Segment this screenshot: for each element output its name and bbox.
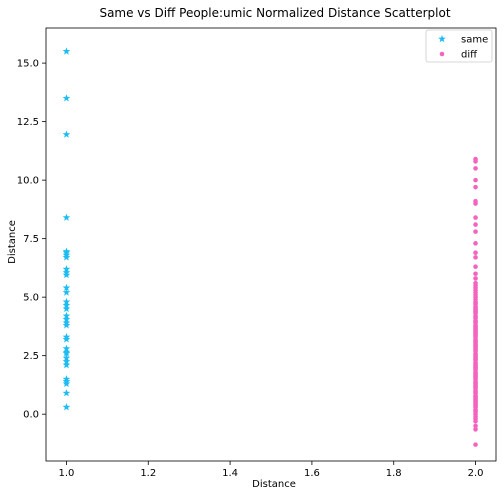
data-point-same	[62, 270, 71, 279]
data-point-diff	[473, 250, 478, 255]
y-tick-label: 7.5	[23, 234, 39, 245]
plot-frame	[45, 27, 497, 462]
y-tick-label: 15.0	[17, 59, 39, 70]
data-point-same	[62, 349, 71, 357]
data-point-diff	[473, 423, 478, 429]
data-point-same	[62, 335, 71, 343]
data-point-same	[62, 94, 71, 102]
y-tick-label: 12.5	[17, 117, 39, 128]
x-tick-label: 1.8	[386, 468, 402, 479]
data-point-diff	[473, 401, 478, 406]
data-point-diff	[473, 345, 478, 350]
data-point-diff	[473, 310, 478, 315]
y-axis: 0.0 2.5 5.0 7.5 10.0 12.5 15.0	[17, 59, 46, 421]
data-point-diff	[473, 382, 478, 388]
data-point-diff	[473, 215, 478, 220]
legend-marker-diff	[439, 51, 445, 57]
data-point-diff	[473, 222, 478, 227]
data-point-same	[62, 389, 71, 397]
data-point-diff	[473, 396, 478, 402]
data-point-same	[62, 361, 71, 369]
y-tick-label: 0.0	[23, 410, 39, 421]
data-point-diff	[473, 354, 478, 360]
data-point-same	[62, 321, 71, 329]
x-tick-label: 1.4	[222, 468, 238, 479]
data-point-diff	[473, 276, 478, 281]
data-point-diff	[473, 271, 478, 277]
data-point-diff	[473, 331, 478, 336]
data-point-diff	[473, 201, 478, 206]
data-point-diff	[473, 305, 478, 310]
data-point-diff	[473, 264, 478, 270]
legend: same diff	[425, 29, 493, 63]
y-tick-label: 5.0	[23, 293, 39, 304]
y-axis-label: Distance	[7, 220, 18, 264]
y-tick-label: 10.0	[17, 176, 39, 187]
data-point-diff	[473, 442, 478, 447]
data-point-diff	[473, 373, 478, 378]
data-point-same	[62, 379, 71, 387]
data-point-diff	[473, 427, 478, 432]
x-axis: 1.0 1.2 1.4 1.6 1.8 2.0	[59, 461, 484, 479]
data-point-same	[62, 403, 71, 411]
y-tick-label: 2.5	[23, 351, 39, 362]
x-axis-label: Distance	[252, 479, 296, 490]
data-point-diff	[473, 159, 478, 164]
x-tick-label: 1.6	[304, 468, 320, 479]
data-point-same	[62, 304, 71, 313]
data-point-same	[62, 47, 71, 55]
legend-label-diff: diff	[461, 50, 478, 61]
legend-marker-same	[438, 35, 446, 43]
data-point-diff	[473, 255, 478, 260]
x-tick-label: 1.2	[140, 468, 156, 479]
data-point-same	[62, 213, 71, 221]
data-point-diff	[473, 340, 478, 346]
chart-title: Same vs Diff People:umic Normalized Dist…	[99, 6, 450, 20]
legend-label-same: same	[461, 35, 488, 46]
data-point-diff	[473, 363, 478, 369]
data-point-diff	[473, 241, 478, 246]
series-same-points	[62, 47, 71, 411]
data-point-diff	[473, 326, 478, 332]
data-point-same	[62, 253, 71, 261]
data-point-diff	[473, 177, 478, 183]
series-diff-points	[473, 156, 478, 447]
data-point-diff	[473, 166, 478, 171]
data-point-same	[62, 288, 71, 296]
data-point-same	[62, 283, 71, 292]
x-tick-label: 1.0	[59, 468, 75, 479]
plot-area	[45, 27, 497, 462]
data-point-diff	[473, 418, 478, 424]
data-point-same	[62, 130, 71, 138]
data-point-diff	[473, 229, 478, 234]
data-point-diff	[473, 184, 478, 190]
x-tick-label: 2.0	[468, 468, 484, 479]
